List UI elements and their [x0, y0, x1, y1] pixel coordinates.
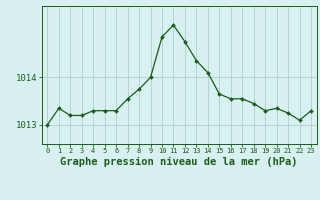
X-axis label: Graphe pression niveau de la mer (hPa): Graphe pression niveau de la mer (hPa) [60, 157, 298, 167]
